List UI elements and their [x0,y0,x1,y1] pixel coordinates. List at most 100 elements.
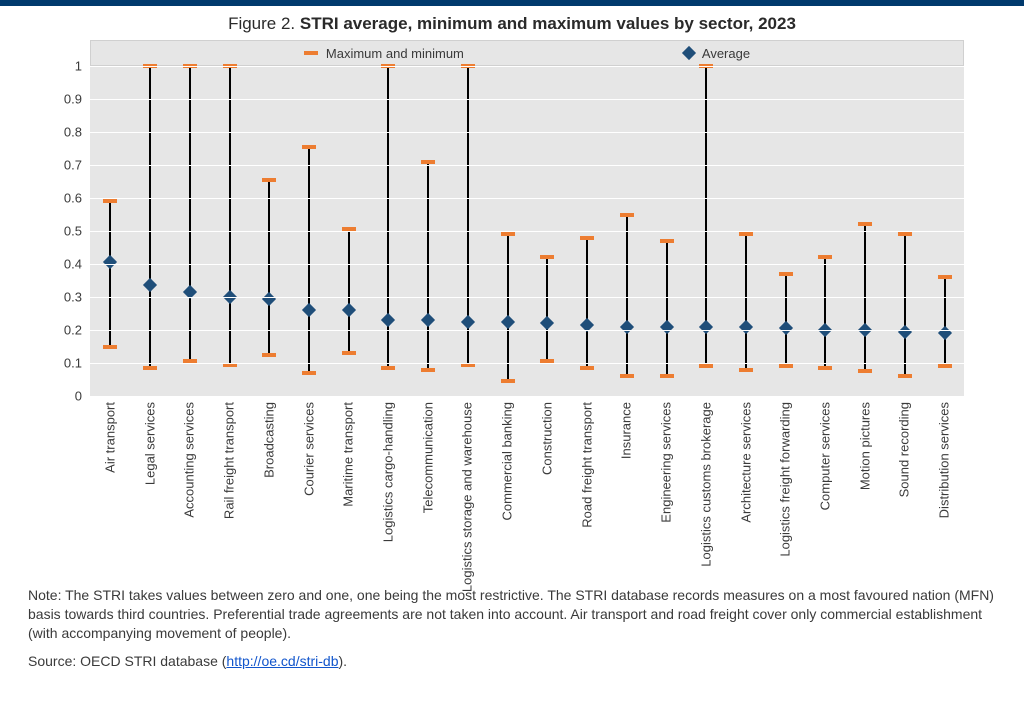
source-suffix: ). [338,653,347,669]
figure-source: Source: OECD STRI database (http://oe.cd… [28,653,996,669]
max-cap [898,232,912,236]
range-stem [507,234,509,381]
range-stem [666,241,668,376]
x-tick-label: Logistics freight forwarding [778,402,793,557]
max-cap [262,178,276,182]
gridline [90,264,964,265]
range-stem [189,66,191,361]
average-marker [421,313,435,327]
source-link[interactable]: http://oe.cd/stri-db [226,653,338,669]
range-stem [348,229,350,353]
max-cap [779,272,793,276]
average-marker [501,315,515,329]
min-cap [580,366,594,370]
max-cap [540,255,554,259]
x-tick-label: Logistics cargo-handling [380,402,395,542]
max-cap [302,145,316,149]
source-prefix: Source: OECD STRI database ( [28,653,226,669]
y-tick-label: 0.9 [64,92,82,107]
x-tick-label: Legal services [142,402,157,485]
x-tick-label: Logistics storage and warehouse [460,402,475,592]
figure-caption-bold: STRI average, minimum and maximum values… [300,14,796,33]
chart-plot-area: 00.10.20.30.40.50.60.70.80.91 [90,66,964,396]
max-cap [501,232,515,236]
x-tick-label: Sound recording [897,402,912,497]
x-tick-label: Motion pictures [857,402,872,490]
legend: Maximum and minimum Average [90,40,964,66]
figure-note: Note: The STRI takes values between zero… [28,586,996,643]
max-cap [620,213,634,217]
gridline [90,66,964,67]
x-tick-label: Courier services [301,402,316,496]
range-stem [229,66,231,365]
y-tick-label: 0.8 [64,125,82,140]
min-cap [739,368,753,372]
average-marker [620,320,634,334]
gridline [90,330,964,331]
average-marker [262,292,276,306]
min-cap [898,374,912,378]
legend-item-average: Average [684,46,750,61]
average-marker [659,320,673,334]
range-stem [268,180,270,355]
range-stem [149,66,151,368]
range-stem [109,201,111,346]
x-tick-label: Telecommunication [420,402,435,513]
max-cap [660,239,674,243]
max-cap [421,160,435,164]
min-cap [779,364,793,368]
gridline [90,231,964,232]
min-cap [620,374,634,378]
min-cap [858,369,872,373]
y-tick-label: 0.4 [64,257,82,272]
x-tick-label: Rail freight transport [222,402,237,519]
legend-maxmin-label: Maximum and minimum [326,46,464,61]
x-tick-label: Road freight transport [579,402,594,528]
average-marker [381,313,395,327]
range-stem [308,147,310,373]
gridline [90,363,964,364]
x-tick-label: Accounting services [182,402,197,518]
max-cap [818,255,832,259]
y-tick-label: 0.3 [64,290,82,305]
range-stem [904,234,906,376]
range-stem [626,215,628,377]
range-stem [824,257,826,368]
max-cap [580,236,594,240]
range-stem [745,234,747,369]
y-tick-label: 0.1 [64,356,82,371]
average-marker [938,326,952,340]
average-marker [898,325,912,339]
min-cap [302,371,316,375]
x-tick-label: Air transport [102,402,117,473]
x-tick-label: Distribution services [937,402,952,518]
average-marker [461,315,475,329]
range-stem [944,277,946,366]
legend-cap-icon [304,51,318,55]
x-tick-label: Logistics customs brokerage [698,402,713,567]
range-stem [586,238,588,368]
min-cap [660,374,674,378]
max-cap [858,222,872,226]
x-tick-label: Computer services [817,402,832,510]
x-tick-label: Maritime transport [341,402,356,507]
average-marker [103,255,117,269]
x-tick-label: Broadcasting [261,402,276,478]
legend-item-maxmin: Maximum and minimum [304,46,464,61]
x-tick-label: Insurance [619,402,634,459]
min-cap [262,353,276,357]
range-stem [427,162,429,370]
figure-title: Figure 2. STRI average, minimum and maxi… [0,14,1024,34]
gridline [90,132,964,133]
average-marker [779,321,793,335]
y-tick-label: 0.2 [64,323,82,338]
max-cap [739,232,753,236]
min-cap [421,368,435,372]
min-cap [143,366,157,370]
y-tick-label: 0.7 [64,158,82,173]
average-marker [143,278,157,292]
gridline [90,165,964,166]
gridline [90,198,964,199]
figure-caption-prefix: Figure 2. [228,14,300,33]
figure-container: Figure 2. STRI average, minimum and maxi… [0,0,1024,701]
